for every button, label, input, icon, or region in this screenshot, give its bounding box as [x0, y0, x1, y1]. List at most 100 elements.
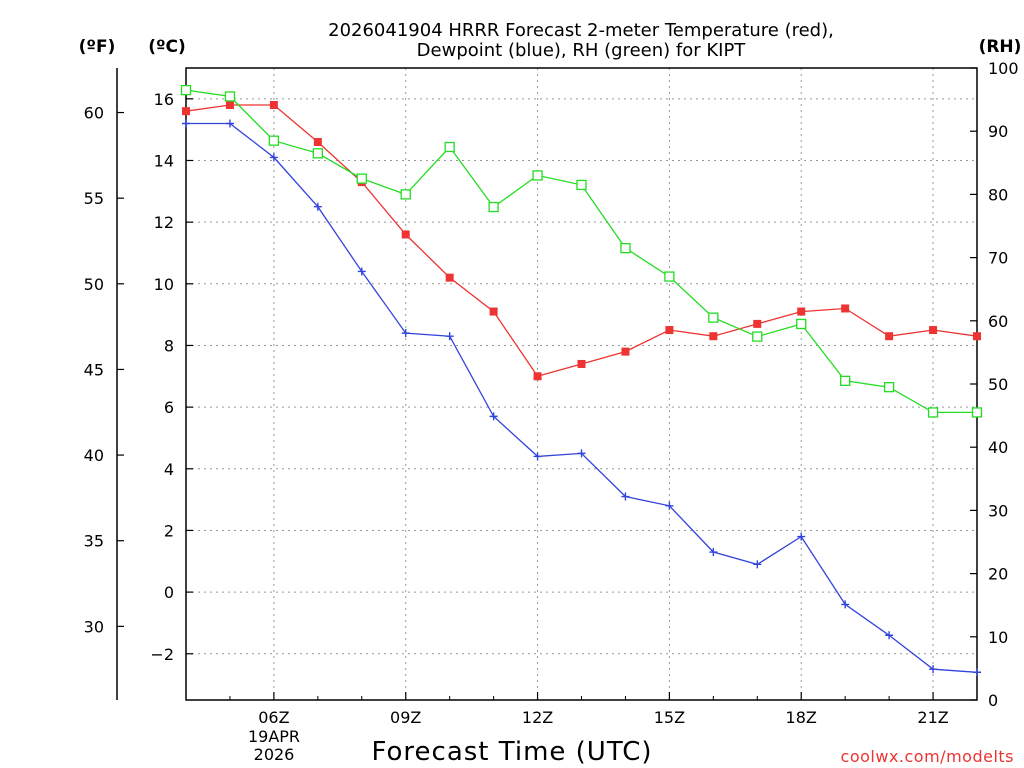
dewpoint-point: [533, 452, 542, 461]
dewpoint-point: [709, 548, 718, 557]
rh-point: [883, 382, 895, 393]
rh-point: [356, 173, 367, 184]
rh-point: [620, 242, 631, 254]
celsius-tick-label: −2: [150, 645, 174, 664]
temperature-point: [841, 304, 850, 313]
temperature-point: [269, 100, 278, 109]
plot-frame: [185, 67, 978, 701]
dewpoint-point: [753, 560, 762, 569]
fahrenheit-tick-label: 40: [84, 446, 104, 465]
temperature-point: [885, 332, 894, 341]
rh-axis: 0 10 20 30 40 50 60 70 80 90 100: [970, 59, 1019, 710]
dewpoint-point: [269, 153, 278, 162]
rh-point: [268, 135, 280, 146]
celsius-tick-label: 16: [154, 90, 174, 109]
chart-title-line2: Dewpoint (blue), RH (green) for KIPT: [417, 40, 747, 61]
time-tick-label: 09Z: [390, 708, 421, 727]
rh-tick-label: 10: [988, 628, 1008, 647]
time-tick-label: 15Z: [654, 708, 685, 727]
temperature-point: [577, 359, 586, 368]
rh-point: [532, 170, 543, 181]
x-axis-label: Forecast Time (UTC): [371, 737, 652, 767]
temperature-point: [753, 319, 762, 328]
date-label-day: 19APR: [248, 727, 300, 746]
fahrenheit-tick-label: 55: [84, 189, 104, 208]
watermark: coolwx.com/modelts: [841, 747, 1014, 766]
rh-point: [576, 179, 587, 191]
temperature-point: [401, 230, 410, 239]
temperature-point: [621, 347, 630, 356]
rh-point: [971, 407, 983, 418]
dewpoint-point: [182, 119, 190, 128]
rh-point: [752, 331, 763, 342]
fahrenheit-tick-label: 50: [84, 275, 104, 294]
rh-point: [180, 84, 192, 96]
dewpoint-point: [445, 332, 454, 341]
celsius-tick-label: 10: [154, 275, 174, 294]
celsius-axis: −2 0 2 4 6 8 10 12 14 16: [150, 90, 193, 664]
time-tick-label: 21Z: [917, 708, 948, 727]
rh-tick-label: 30: [988, 501, 1008, 520]
temperature-point: [929, 326, 938, 335]
rh-tick-label: 60: [988, 312, 1008, 331]
rh-tick-label: 90: [988, 122, 1008, 141]
temperature-line: [185, 104, 978, 378]
rh-tick-label: 20: [988, 565, 1008, 584]
rh-tick-label: 40: [988, 438, 1008, 457]
dewpoint-point: [841, 600, 850, 609]
celsius-tick-label: 14: [154, 151, 174, 170]
rh-tick-label: 70: [988, 249, 1008, 268]
rh-series: [180, 84, 983, 418]
rh-point: [840, 375, 851, 386]
celsius-unit-label: (ºC): [148, 37, 186, 57]
rh-tick-label: 50: [988, 375, 1008, 394]
dewpoint-point: [973, 668, 981, 677]
dewpoint-series: [182, 119, 981, 677]
dewpoint-point: [621, 492, 630, 501]
temperature-point: [225, 100, 234, 109]
rh-point: [796, 318, 807, 330]
celsius-tick-label: 6: [164, 398, 174, 417]
celsius-tick-label: 8: [164, 336, 174, 355]
grid-lines: [186, 68, 977, 700]
temperature-point: [445, 273, 454, 282]
temperature-point: [489, 307, 498, 316]
chart-title-line1: 2026041904 HRRR Forecast 2-meter Tempera…: [328, 20, 834, 41]
time-tick-label: 18Z: [786, 708, 817, 727]
date-label-year: 2026: [254, 745, 295, 764]
temperature-series: [182, 100, 981, 381]
dewpoint-point: [225, 119, 234, 128]
fahrenheit-tick-label: 45: [84, 360, 104, 379]
fahrenheit-tick-label: 60: [84, 104, 104, 123]
celsius-tick-label: 4: [164, 460, 174, 479]
fahrenheit-tick-label: 30: [84, 617, 104, 636]
fahrenheit-tick-label: 35: [84, 532, 104, 551]
dewpoint-point: [577, 449, 586, 458]
rh-point: [488, 201, 499, 213]
dewpoint-point: [665, 501, 674, 510]
temperature-point: [709, 332, 718, 341]
dewpoint-point: [313, 202, 322, 211]
dewpoint-point: [885, 631, 894, 640]
rh-point: [444, 141, 455, 153]
rh-point: [664, 271, 675, 282]
fahrenheit-unit-label: (ºF): [79, 37, 116, 57]
rh-tick-label: 0: [988, 691, 998, 710]
dewpoint-point: [929, 665, 938, 674]
rh-point: [708, 312, 719, 323]
temperature-point: [973, 332, 981, 341]
rh-point: [312, 148, 323, 159]
celsius-tick-label: 2: [164, 521, 174, 540]
rh-tick-label: 100: [988, 59, 1019, 78]
rh-point: [224, 91, 236, 102]
rh-unit-label: (RH): [979, 37, 1022, 57]
temperature-point: [665, 326, 674, 335]
temperature-point: [182, 107, 190, 116]
dewpoint-point: [797, 532, 806, 541]
temperature-point: [797, 307, 806, 316]
rh-tick-label: 80: [988, 185, 1008, 204]
rh-point: [400, 189, 411, 200]
dewpoint-line: [186, 122, 978, 673]
dewpoint-point: [357, 267, 366, 276]
